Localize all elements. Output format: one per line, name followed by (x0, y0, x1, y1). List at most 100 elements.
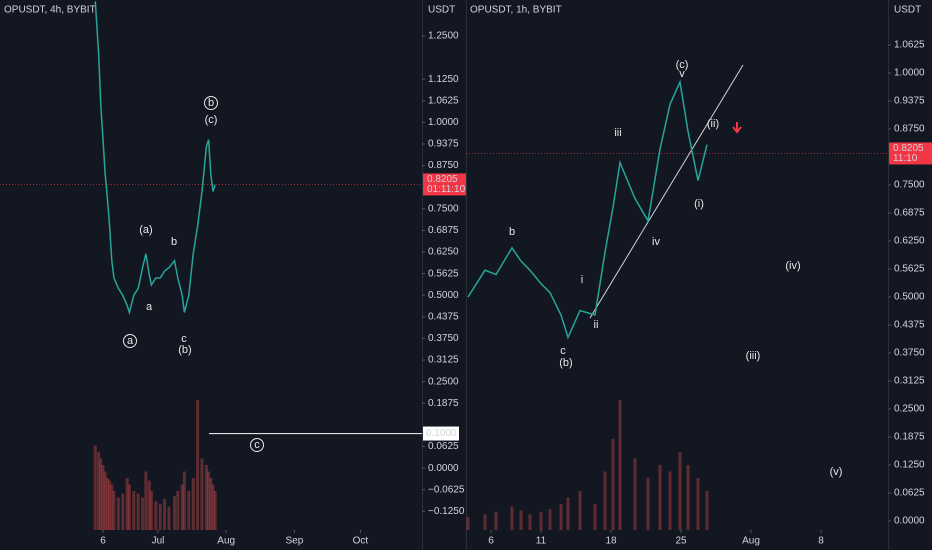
volume-bar (211, 484, 215, 530)
y-tick-label: 1.0000 (894, 68, 925, 79)
x-tick-label: Jul (152, 536, 165, 547)
y-tick-label: 0.4375 (428, 311, 459, 322)
wave-label: c (181, 333, 187, 345)
y-tick-label: 0.6875 (894, 208, 925, 219)
volume-bar (110, 484, 114, 530)
volume-bar (696, 478, 700, 530)
y-tick-label: 1.0000 (428, 117, 459, 128)
y-tick-label: 0.0625 (428, 441, 459, 452)
y-tick-label: 0.6875 (428, 225, 459, 236)
volume-bar (125, 478, 129, 530)
annotation-circle (250, 438, 264, 452)
y-tick-label: 0.5625 (894, 264, 925, 275)
volume-bar (172, 496, 176, 530)
wave-label: ii (594, 319, 599, 331)
x-tick-label: Sep (285, 536, 303, 547)
y-tick-label: 0.2500 (428, 376, 459, 387)
wave-label: (v) (830, 466, 843, 478)
wave-label: a (127, 335, 134, 347)
x-tick-label: 6 (100, 536, 106, 547)
price-line (467, 79, 708, 340)
wave-label: (ii) (707, 118, 719, 130)
volume-bar (103, 471, 107, 530)
wave-label: i (581, 274, 583, 286)
y-tick-label: 0.3125 (428, 355, 459, 366)
volume-bar (207, 471, 211, 530)
volume-bar (646, 478, 650, 530)
volume-bar (466, 517, 470, 530)
x-tick-label: Aug (742, 536, 760, 547)
volume-bar (705, 491, 709, 530)
volume-bar (559, 504, 563, 530)
volume-bar (539, 511, 543, 530)
volume-bar (209, 478, 213, 530)
wave-label: (iii) (746, 350, 761, 362)
wave-label: b (171, 236, 177, 248)
volume-bar (116, 497, 120, 530)
y-tick-label: 0.9375 (894, 96, 925, 107)
volume-bar (519, 510, 523, 530)
price-tag-value: 0.8205 (893, 143, 924, 154)
volume-bar (101, 465, 105, 530)
price-line (94, 1, 216, 316)
volume-bar (105, 478, 109, 530)
volume-bar (528, 514, 532, 530)
volume-bar (99, 458, 103, 530)
y-tick-label: 0.1250 (894, 460, 925, 471)
volume-bar (167, 506, 171, 530)
y-tick-label: 0.7500 (894, 180, 925, 191)
volume-bar (144, 471, 148, 530)
volume-bar (182, 471, 186, 530)
price-tag-countdown: 11:10 (893, 153, 918, 164)
y-tick-label: 0.1875 (428, 398, 459, 409)
volume-bar (611, 439, 615, 530)
y-tick-label: 0.3750 (428, 333, 459, 344)
wave-label: (a) (139, 224, 152, 236)
volume-bar (191, 478, 195, 530)
wave-label: b (509, 226, 515, 238)
y-tick-label: 0.6250 (428, 247, 459, 258)
volume-bar (494, 511, 498, 530)
volume-bar (97, 452, 101, 530)
wave-label: c (560, 345, 566, 357)
y-tick-label: 1.0625 (428, 95, 459, 106)
x-tick-label: Aug (217, 536, 235, 547)
y-tick-label: 0.0625 (894, 488, 925, 499)
y-tick-label: −0.1250 (428, 506, 465, 517)
volume-bar (658, 465, 662, 530)
volume-bar (176, 491, 180, 530)
wave-label: (iv) (785, 260, 800, 272)
volume-bar (566, 497, 570, 530)
volume-bar (112, 491, 116, 530)
wave-label: (c) (205, 114, 218, 126)
volume-bar (132, 491, 136, 530)
x-tick-label: 11 (536, 536, 547, 547)
down-arrow (732, 122, 742, 134)
y-tick-label: 0.1875 (894, 432, 925, 443)
volume-bar (618, 400, 622, 530)
volume-bar (483, 514, 487, 530)
volume-bar (108, 480, 112, 530)
y-tick-label: 1.1250 (428, 74, 459, 85)
volume-bar (510, 506, 514, 530)
volume-bar (593, 504, 597, 530)
trend-line (589, 64, 744, 319)
volume-bar (127, 484, 131, 530)
hline-tag-label: 0.1000 (426, 428, 457, 439)
y-tick-label: 0.5625 (428, 268, 459, 279)
volume-bar (158, 504, 162, 530)
y-tick-label: 0.6250 (894, 236, 925, 247)
volume-bar (686, 465, 690, 530)
wave-label: c (254, 439, 260, 451)
wave-label: b (208, 97, 214, 109)
x-tick-label: 8 (818, 536, 824, 547)
annotation-circle (123, 334, 137, 348)
volume-bar (200, 458, 204, 530)
wave-label: (c) (676, 59, 689, 71)
chart-title: OPUSDT, 4h, BYBIT (4, 5, 96, 16)
wave-label: a (146, 301, 153, 313)
volume-bar (154, 501, 158, 530)
hline-tag (423, 426, 459, 441)
x-tick-label: 18 (605, 536, 617, 547)
